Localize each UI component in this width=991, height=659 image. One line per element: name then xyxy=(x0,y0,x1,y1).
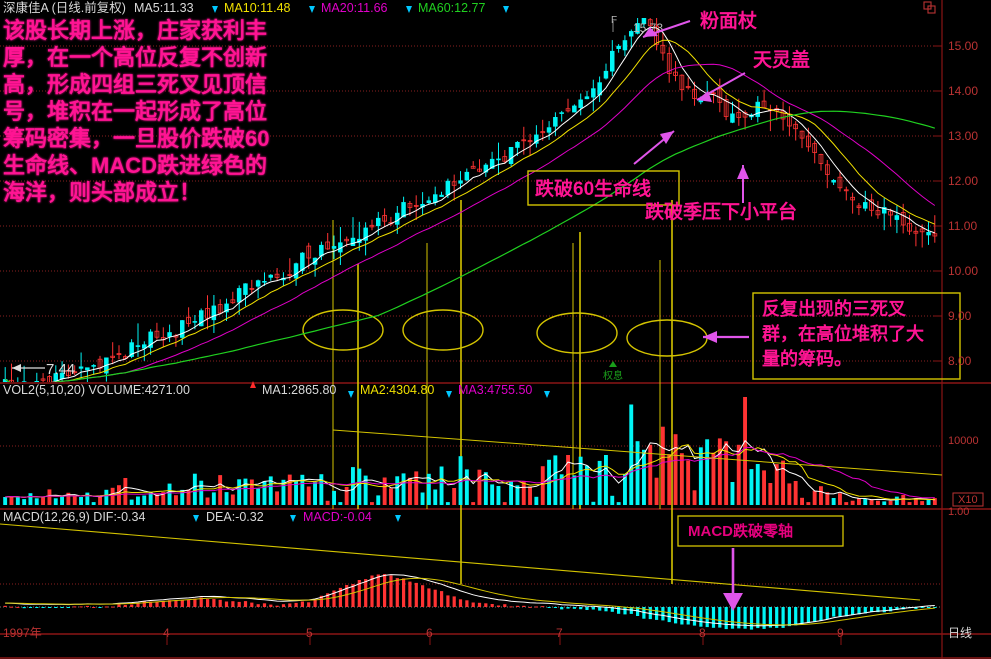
svg-text:跌破季压下小平台: 跌破季压下小平台 xyxy=(645,200,797,223)
svg-text:VOL2(5,10,20) VOLUME:4271.00: VOL2(5,10,20) VOLUME:4271.00 xyxy=(3,383,190,397)
svg-text:深康佳A (日线.前复权): 深康佳A (日线.前复权) xyxy=(3,0,126,15)
svg-text:高，形成四组三死叉见顶信: 高，形成四组三死叉见顶信 xyxy=(3,72,267,97)
svg-text:13.00: 13.00 xyxy=(948,129,978,143)
svg-text:1.00: 1.00 xyxy=(948,506,969,518)
svg-text:8.00: 8.00 xyxy=(948,354,972,368)
svg-text:MA10:11.48: MA10:11.48 xyxy=(224,1,291,15)
svg-text:筹码密集，一旦股价跌破60: 筹码密集，一旦股价跌破60 xyxy=(3,126,269,151)
svg-text:生命线、MACD跌进绿色的: 生命线、MACD跌进绿色的 xyxy=(3,153,267,178)
svg-text:7.44: 7.44 xyxy=(46,361,75,378)
svg-text:海洋，则头部成立！: 海洋，则头部成立！ xyxy=(3,180,201,205)
svg-text:10000: 10000 xyxy=(948,435,979,447)
svg-text:粉面杖: 粉面杖 xyxy=(700,9,757,32)
svg-text:DEA:-0.32: DEA:-0.32 xyxy=(206,510,264,524)
svg-text:MACD跌破零轴: MACD跌破零轴 xyxy=(688,522,793,540)
svg-text:天灵盖: 天灵盖 xyxy=(753,48,810,71)
svg-text:MA60:12.77: MA60:12.77 xyxy=(418,1,485,15)
svg-text:MA1:2865.80: MA1:2865.80 xyxy=(262,383,336,397)
svg-text:11.00: 11.00 xyxy=(948,219,977,233)
svg-text:量的筹码。: 量的筹码。 xyxy=(762,348,852,369)
svg-text:9.00: 9.00 xyxy=(948,309,972,323)
svg-text:MACD(12,26,9) DIF:-0.34: MACD(12,26,9) DIF:-0.34 xyxy=(3,510,145,524)
svg-text:日线: 日线 xyxy=(948,626,972,640)
svg-text:MA20:11.66: MA20:11.66 xyxy=(321,1,388,15)
svg-text:15.00: 15.00 xyxy=(948,39,978,53)
svg-text:1997年: 1997年 xyxy=(3,626,42,640)
svg-text:跌破60生命线: 跌破60生命线 xyxy=(535,177,651,200)
svg-text:MA2:4304.80: MA2:4304.80 xyxy=(360,383,434,397)
svg-text:号，堆积在一起形成了高位: 号，堆积在一起形成了高位 xyxy=(3,99,267,124)
svg-text:14.00: 14.00 xyxy=(948,84,978,98)
svg-text:MA5:11.33: MA5:11.33 xyxy=(134,1,194,15)
svg-text:反复出现的三死叉: 反复出现的三死叉 xyxy=(762,298,907,319)
svg-text:12.00: 12.00 xyxy=(948,174,978,188)
svg-text:F: F xyxy=(611,15,617,26)
svg-text:该股长期上涨，庄家获利丰: 该股长期上涨，庄家获利丰 xyxy=(3,18,267,43)
svg-text:权息: 权息 xyxy=(603,369,623,382)
svg-text:MACD:-0.04: MACD:-0.04 xyxy=(303,510,372,524)
svg-text:MA3:4755.50: MA3:4755.50 xyxy=(458,383,532,397)
svg-text:10.00: 10.00 xyxy=(948,264,978,278)
svg-text:群，在高位堆积了大: 群，在高位堆积了大 xyxy=(762,323,924,344)
svg-text:X10: X10 xyxy=(958,494,978,506)
svg-text:厚，在一个高位反复不创新: 厚，在一个高位反复不创新 xyxy=(3,45,267,70)
